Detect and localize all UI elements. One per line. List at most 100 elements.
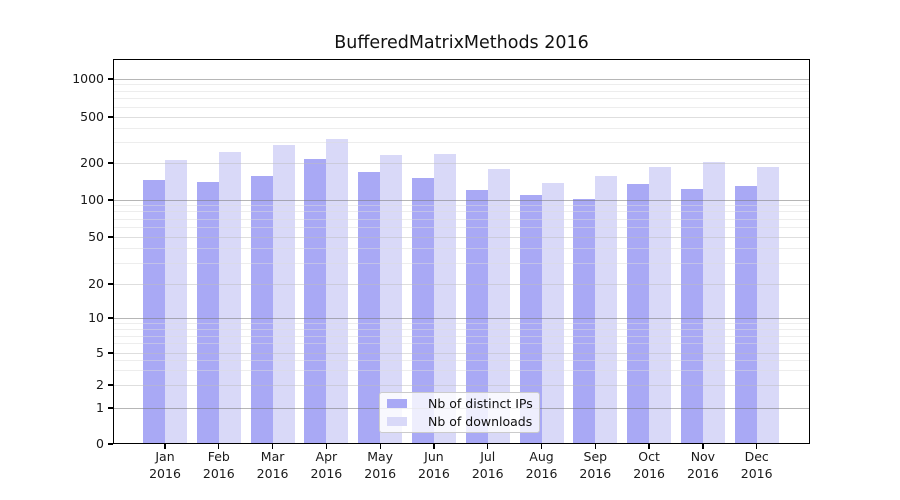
y-tick-label-100: 100 bbox=[80, 192, 104, 207]
bar-downloads-nov bbox=[702, 162, 725, 444]
y-tick-mark-1 bbox=[108, 407, 113, 409]
bar-downloads-apr bbox=[326, 138, 349, 444]
gridline-y-2 bbox=[113, 384, 810, 386]
gridline-minor-y-400 bbox=[113, 127, 810, 129]
gridline-minor-y-60 bbox=[113, 226, 810, 228]
x-tick-label-jul: Jul 2016 bbox=[471, 449, 504, 481]
x-tick-mark-apr bbox=[325, 444, 328, 449]
bar-distinct-ips-apr bbox=[304, 159, 327, 444]
x-tick-label-may: May 2016 bbox=[364, 449, 397, 481]
y-tick-mark-50 bbox=[108, 236, 113, 238]
x-tick-mark-dec bbox=[756, 444, 758, 449]
bar-distinct-ips-nov bbox=[680, 188, 703, 444]
legend-row-distinct-ips: Nb of distinct IPs bbox=[387, 396, 533, 411]
gridline-minor-y-3 bbox=[113, 370, 810, 372]
gridline-minor-y-7 bbox=[113, 335, 810, 337]
y-tick-mark-20 bbox=[108, 283, 113, 285]
x-tick-mark-feb bbox=[218, 444, 220, 449]
bar-downloads-aug bbox=[541, 182, 564, 444]
gridline-minor-y-6 bbox=[113, 343, 810, 345]
gridline-y-5 bbox=[113, 352, 810, 354]
bar-distinct-ips-mar bbox=[250, 175, 273, 444]
x-tick-mark-nov bbox=[702, 444, 704, 449]
gridline-minor-y-30 bbox=[113, 262, 810, 264]
y-tick-label-1000: 1000 bbox=[72, 71, 104, 86]
gridline-minor-y-800 bbox=[113, 90, 810, 92]
x-tick-label-apr: Apr 2016 bbox=[310, 449, 343, 481]
y-tick-mark-5 bbox=[108, 352, 113, 354]
y-tick-label-5: 5 bbox=[96, 345, 104, 360]
legend-label-downloads: Nb of downloads bbox=[428, 414, 533, 429]
y-tick-label-1: 1 bbox=[96, 400, 104, 415]
x-tick-mark-oct bbox=[648, 444, 650, 449]
x-tick-label-nov: Nov 2016 bbox=[686, 449, 719, 481]
y-tick-mark-10 bbox=[108, 317, 113, 319]
x-tick-label-jan: Jan 2016 bbox=[149, 449, 181, 481]
gridline-y-100 bbox=[113, 199, 810, 201]
x-tick-label-oct: Oct 2016 bbox=[633, 449, 666, 481]
bar-distinct-ips-feb bbox=[196, 182, 219, 444]
x-tick-mark-sep bbox=[594, 444, 596, 449]
gridline-minor-y-900 bbox=[113, 84, 810, 86]
legend-row-downloads: Nb of downloads bbox=[387, 414, 532, 429]
gridline-minor-y-600 bbox=[113, 106, 810, 108]
x-tick-label-mar: Mar 2016 bbox=[256, 449, 289, 481]
gridline-minor-y-8 bbox=[113, 328, 810, 330]
bar-downloads-jan bbox=[165, 159, 187, 444]
bar-distinct-ips-jun bbox=[411, 177, 434, 444]
bar-distinct-ips-jan bbox=[143, 179, 165, 444]
y-tick-label-50: 50 bbox=[88, 229, 104, 244]
gridline-minor-y-80 bbox=[113, 211, 810, 213]
y-tick-mark-100 bbox=[108, 199, 113, 201]
y-tick-label-200: 200 bbox=[80, 155, 104, 170]
y-tick-mark-0 bbox=[108, 443, 113, 445]
y-tick-label-0: 0 bbox=[96, 436, 104, 451]
gridline-y-200 bbox=[113, 162, 810, 164]
gridline-y-20 bbox=[113, 283, 810, 285]
gridline-minor-y-4 bbox=[113, 360, 810, 362]
gridline-minor-y-700 bbox=[113, 98, 810, 100]
y-tick-label-20: 20 bbox=[88, 276, 104, 291]
gridline-y-1000 bbox=[113, 78, 810, 80]
y-tick-mark-1000 bbox=[108, 78, 113, 80]
gridline-minor-y-9 bbox=[113, 322, 810, 324]
bar-distinct-ips-jul bbox=[465, 189, 488, 444]
x-tick-label-sep: Sep 2016 bbox=[579, 449, 612, 481]
bar-distinct-ips-may bbox=[358, 172, 381, 444]
bar-distinct-ips-sep bbox=[573, 198, 596, 444]
x-tick-mark-mar bbox=[271, 444, 274, 449]
legend-swatch-downloads-icon bbox=[387, 417, 407, 426]
bar-distinct-ips-aug bbox=[519, 194, 542, 444]
x-tick-mark-may bbox=[379, 444, 381, 449]
x-tick-label-aug: Aug 2016 bbox=[525, 449, 558, 481]
bar-downloads-jun bbox=[433, 154, 456, 444]
x-tick-label-jun: Jun 2016 bbox=[418, 449, 450, 481]
legend-swatch-distinct-ips-icon bbox=[387, 399, 407, 408]
gridline-minor-y-90 bbox=[113, 205, 810, 207]
y-tick-mark-200 bbox=[108, 162, 113, 164]
x-tick-mark-aug bbox=[540, 444, 543, 449]
y-tick-mark-2 bbox=[108, 384, 113, 386]
gridline-y-10 bbox=[113, 317, 810, 319]
bar-downloads-sep bbox=[595, 175, 618, 444]
chart-title: BufferedMatrixMethods 2016 bbox=[334, 33, 589, 53]
bar-downloads-mar bbox=[272, 145, 295, 444]
gridline-minor-y-70 bbox=[113, 218, 810, 220]
y-tick-label-2: 2 bbox=[96, 377, 104, 392]
x-tick-label-dec: Dec 2016 bbox=[740, 449, 773, 481]
y-tick-mark-500 bbox=[108, 116, 113, 118]
x-tick-mark-jul bbox=[487, 444, 489, 449]
gridline-minor-y-40 bbox=[113, 247, 810, 249]
y-tick-label-10: 10 bbox=[88, 310, 104, 325]
bar-downloads-dec bbox=[756, 166, 779, 444]
bar-distinct-ips-dec bbox=[734, 185, 757, 444]
x-tick-mark-jan bbox=[164, 444, 166, 449]
y-tick-label-500: 500 bbox=[80, 109, 104, 124]
gridline-y-500 bbox=[113, 116, 810, 118]
legend: Nb of distinct IPs Nb of downloads bbox=[379, 392, 540, 433]
gridline-y-50 bbox=[113, 236, 810, 238]
bar-downloads-feb bbox=[218, 152, 241, 444]
x-tick-mark-jun bbox=[433, 444, 435, 449]
legend-label-distinct-ips: Nb of distinct IPs bbox=[428, 396, 533, 411]
